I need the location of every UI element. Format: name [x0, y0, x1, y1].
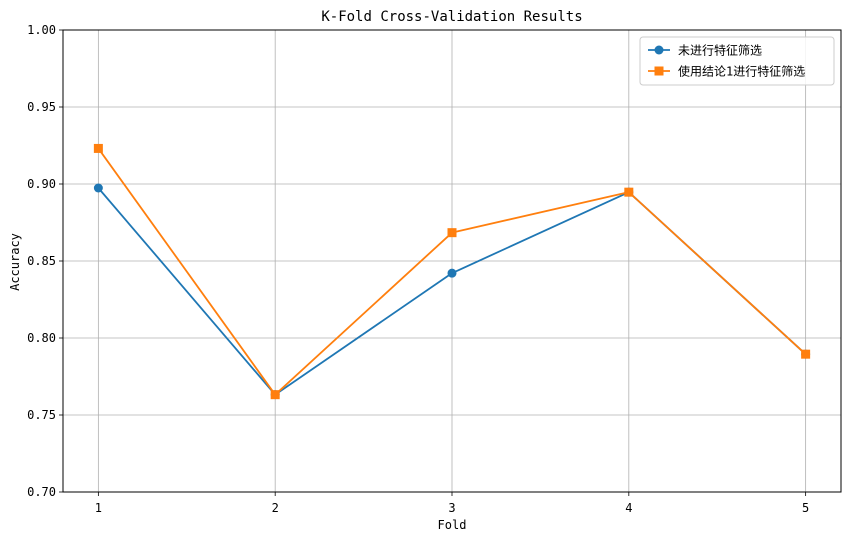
y-tick-label: 0.80	[27, 331, 56, 345]
x-tick-label: 5	[802, 501, 809, 515]
legend-box	[639, 36, 835, 86]
x-tick-label: 3	[448, 501, 455, 515]
y-tick-label: 0.90	[27, 177, 56, 191]
data-point-square	[447, 228, 457, 238]
x-tick-label: 4	[625, 501, 632, 515]
chart-title: K-Fold Cross-Validation Results	[321, 9, 582, 25]
legend-label: 未进行特征筛选	[678, 43, 762, 58]
series-layer	[93, 143, 811, 400]
data-point-square	[624, 187, 634, 197]
data-point-square	[93, 143, 103, 153]
grid	[63, 29, 841, 493]
axes: 1 2 3 4 5 0.70 0.75 0.80 0.85 0.90 0.95 1.00	[27, 23, 809, 515]
y-tick-label: 0.75	[27, 408, 56, 422]
data-point-square	[801, 349, 811, 359]
y-tick-label: 0.85	[27, 254, 56, 268]
series-2	[93, 143, 811, 400]
y-tick-label: 0.70	[27, 485, 56, 499]
data-point-circle	[447, 268, 457, 278]
x-tick-label: 1	[95, 501, 102, 515]
legend-item: 未进行特征筛选	[648, 43, 762, 58]
x-tick-label: 2	[272, 501, 279, 515]
y-tick-label: 1.00	[27, 23, 56, 37]
data-point-square	[270, 390, 280, 400]
data-point-circle	[93, 183, 103, 193]
legend-item: 使用结论1进行特征筛选	[648, 64, 805, 79]
legend-marker-circle	[654, 45, 664, 55]
x-axis-label: Fold	[438, 518, 467, 532]
legend-marker-square	[654, 66, 664, 76]
y-tick-label: 0.95	[27, 100, 56, 114]
y-axis-label: Accuracy	[8, 233, 22, 291]
legend-label: 使用结论1进行特征筛选	[678, 64, 805, 79]
